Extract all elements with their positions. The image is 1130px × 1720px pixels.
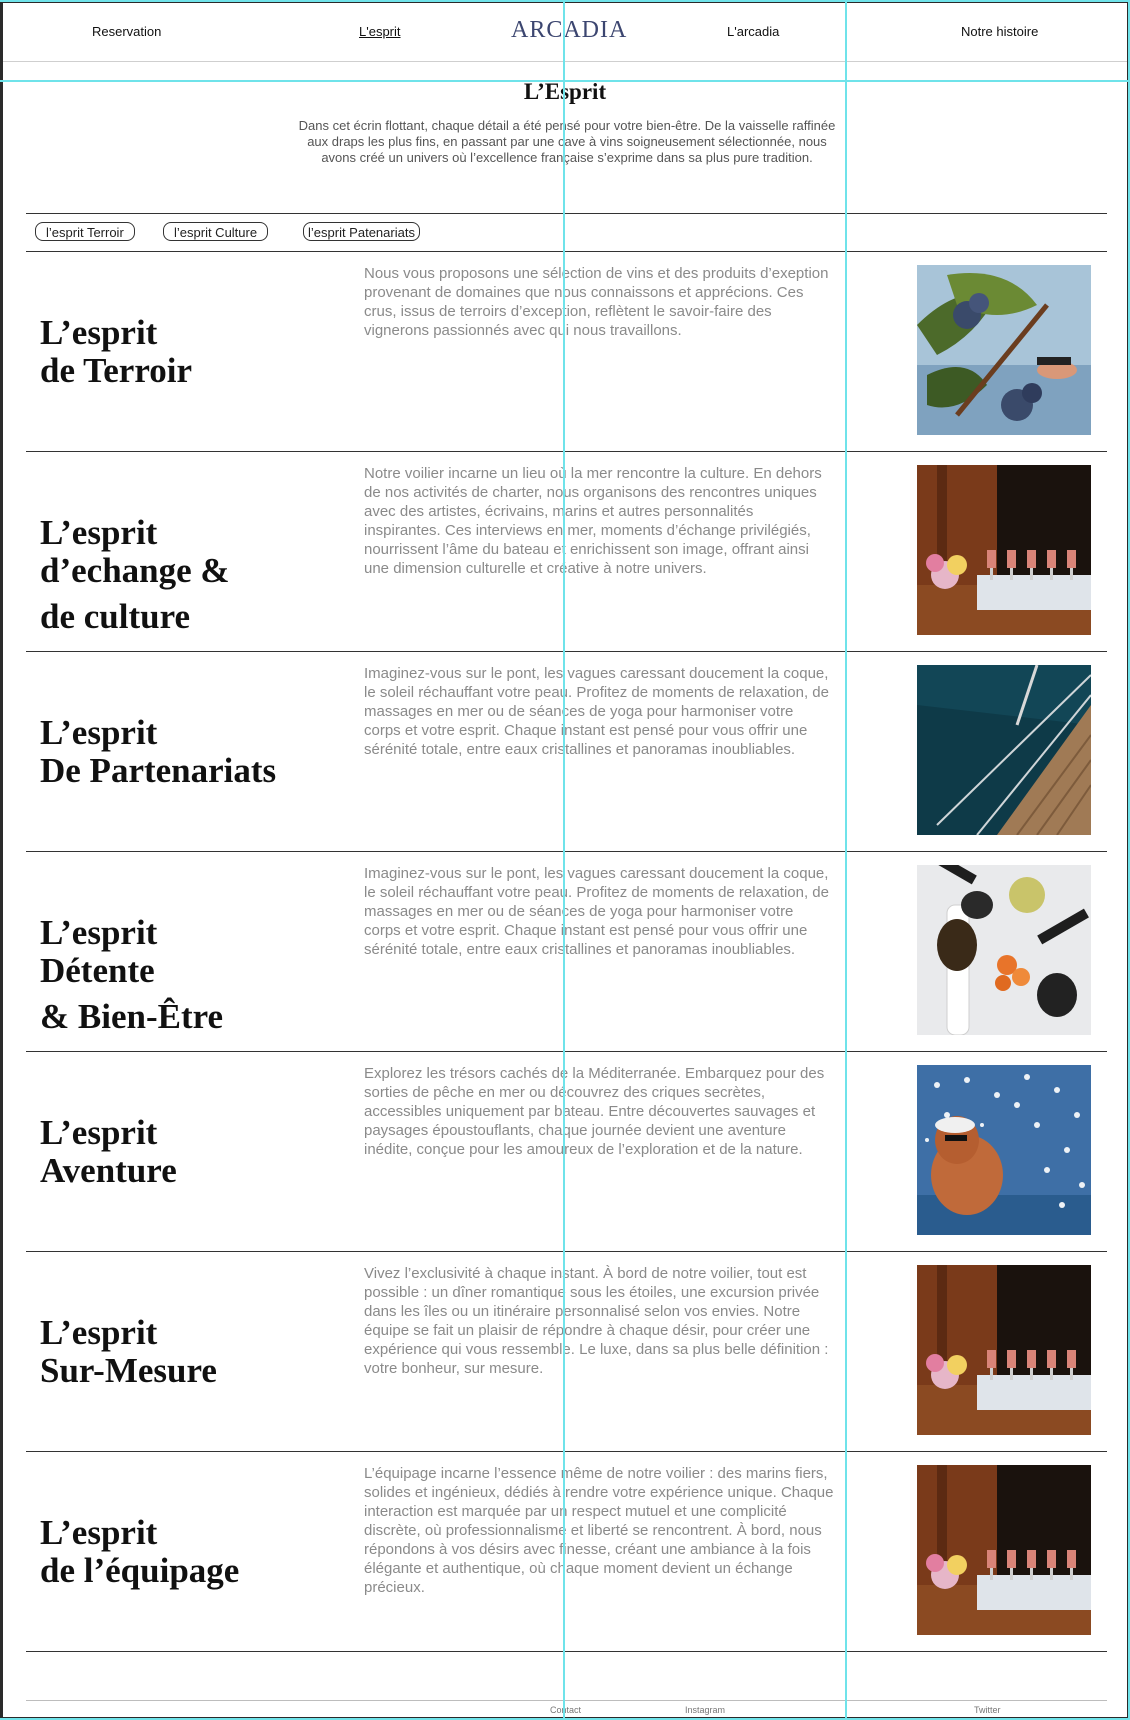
boat-deck-photo — [917, 665, 1091, 835]
divider — [26, 251, 1107, 252]
section-heading: L’esprit Aventure — [40, 1114, 177, 1190]
divider — [26, 1651, 1107, 1652]
divider — [26, 1251, 1107, 1252]
nav-link-esprit[interactable]: L'esprit — [359, 24, 401, 39]
section-culture: L’esprit d’echange & de culture Notre vo… — [3, 452, 1127, 652]
section-text: Nous vous proposons une sélection de vin… — [364, 265, 829, 339]
section-text: Notre voilier incarne un lieu où la mer … — [364, 465, 822, 577]
heading-line: Détente — [40, 951, 155, 990]
page: Reservation L'esprit ARCADIA L'arcadia N… — [3, 3, 1127, 1717]
divider — [26, 1451, 1107, 1452]
heading-line: & Bien-Être — [40, 997, 224, 1036]
section-aventure: L’esprit Aventure Explorez les trésors c… — [3, 1052, 1127, 1252]
section-text: Explorez les trésors cachés de la Médite… — [364, 1065, 825, 1158]
filter-chip-culture[interactable]: l’esprit Culture — [163, 222, 269, 241]
section-detente: L’esprit Détente & Bien-Être Imaginez-vo… — [3, 852, 1127, 1052]
heading-line: L’esprit — [40, 1313, 158, 1352]
heading-line: L’esprit — [40, 713, 158, 752]
section-text: Imaginez-vous sur le pont, les vagues ca… — [364, 865, 829, 958]
footer-link-instagram[interactable]: Instagram — [685, 1705, 726, 1715]
section-text: L’équipage incarne l’essence même de not… — [364, 1465, 834, 1596]
heading-line: de Terroir — [40, 351, 192, 390]
section-heading: L’esprit Détente & Bien-Être — [40, 914, 223, 1036]
section-heading: L’esprit de Terroir — [40, 314, 192, 390]
heading-line: L’esprit — [40, 313, 158, 352]
champagne-glasses-photo — [917, 1265, 1091, 1435]
man-with-birds-photo — [917, 1065, 1091, 1235]
heading-line: L’esprit — [40, 1113, 158, 1152]
divider — [26, 851, 1107, 852]
heading-line: de l’équipage — [40, 1551, 240, 1590]
section-text: Imaginez-vous sur le pont, les vagues ca… — [364, 665, 829, 758]
section-equipage: L’esprit de l’équipage L’équipage incarn… — [3, 1452, 1127, 1652]
section-text: Vivez l’exclusivité à chaque instant. À … — [364, 1265, 829, 1377]
grapes-harvest-photo — [917, 265, 1091, 435]
caviar-spoons-photo — [917, 865, 1091, 1035]
section-sur-mesure: L’esprit Sur-Mesure Vivez l’exclusivité … — [3, 1252, 1127, 1452]
page-title: L’Esprit — [523, 79, 607, 104]
section-heading: L’esprit De Partenariats — [40, 714, 276, 790]
heading-line: De Partenariats — [40, 751, 277, 790]
champagne-glasses-photo — [917, 1465, 1091, 1635]
divider — [26, 651, 1107, 652]
top-navigation: Reservation L'esprit ARCADIA L'arcadia N… — [3, 3, 1127, 62]
heading-line: Aventure — [40, 1151, 177, 1190]
section-terroir: L’esprit de Terroir Nous vous proposons … — [3, 252, 1127, 452]
filter-chip-terroir[interactable]: l’esprit Terroir — [35, 222, 135, 241]
heading-line: de culture — [40, 597, 191, 636]
heading-line: L’esprit — [40, 913, 158, 952]
divider — [26, 213, 1107, 214]
divider — [26, 451, 1107, 452]
nav-link-reservation[interactable]: Reservation — [92, 24, 162, 39]
section-partenariats: L’esprit De Partenariats Imaginez-vous s… — [3, 652, 1127, 852]
footer-link-twitter[interactable]: Twitter — [974, 1705, 1001, 1715]
nav-link-notre-histoire[interactable]: Notre histoire — [961, 24, 1039, 39]
nav-link-arcadia[interactable]: L'arcadia — [727, 24, 780, 39]
footer-divider — [26, 1700, 1107, 1701]
guide-line — [0, 0, 1130, 2]
heading-line: L’esprit — [40, 1513, 158, 1552]
footer-link-contact[interactable]: Contact — [550, 1705, 582, 1715]
heading-line: d’echange & — [40, 551, 230, 590]
section-heading: L’esprit d’echange & de culture — [40, 514, 230, 636]
arcadia-logo[interactable]: ARCADIA — [511, 17, 628, 43]
heading-line: Sur-Mesure — [40, 1351, 217, 1390]
divider — [26, 1051, 1107, 1052]
filter-chip-partenariats[interactable]: l’esprit Patenariats — [303, 222, 420, 241]
heading-line: L’esprit — [40, 513, 158, 552]
section-heading: L’esprit Sur-Mesure — [40, 1314, 217, 1390]
intro-paragraph: Dans cet écrin flottant, chaque détail a… — [298, 118, 836, 165]
champagne-glasses-photo — [917, 465, 1091, 635]
section-heading: L’esprit de l’équipage — [40, 1514, 239, 1590]
